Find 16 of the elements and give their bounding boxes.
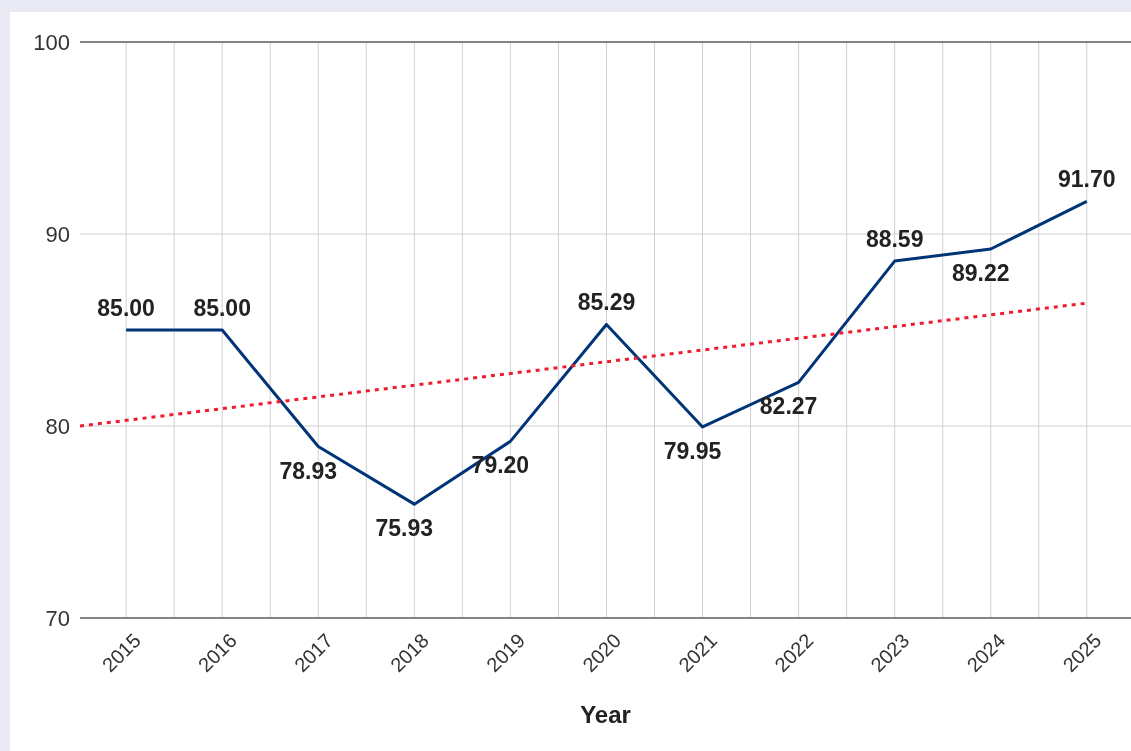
data-label: 88.59 (865, 226, 924, 253)
data-label: 82.27 (759, 393, 818, 420)
y-tick-label: 80 (45, 413, 70, 439)
data-label: 89.22 (951, 259, 1010, 286)
data-label: 85.29 (577, 289, 636, 316)
data-label: 85.00 (97, 295, 155, 321)
data-label: 85.00 (193, 295, 251, 321)
data-label: 78.93 (279, 457, 338, 484)
data-label: 75.93 (375, 515, 434, 542)
data-label: 79.95 (663, 437, 722, 464)
y-tick-label: 70 (45, 605, 70, 631)
y-tick-label: 100 (33, 29, 70, 55)
data-label: 91.70 (1058, 166, 1116, 193)
data-label: 79.20 (471, 452, 530, 479)
x-axis-title: Year (580, 701, 631, 728)
y-tick-label: 90 (45, 221, 70, 247)
